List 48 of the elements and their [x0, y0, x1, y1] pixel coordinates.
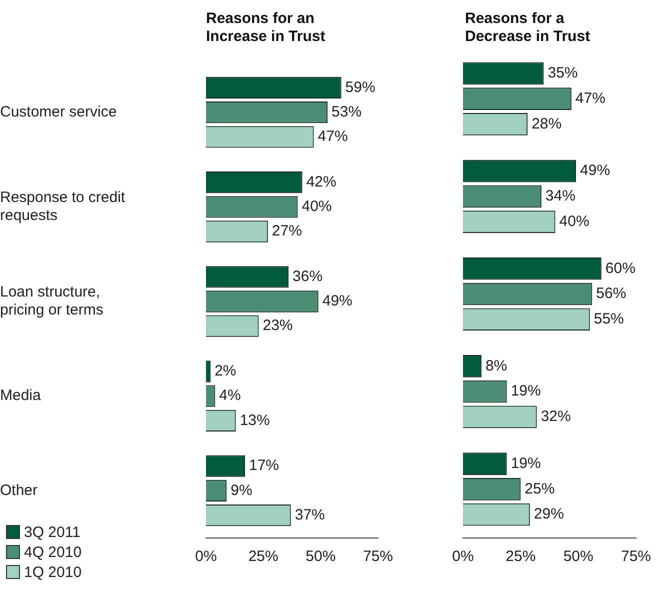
chart-title: Reasons for an Increase in Trust: [206, 10, 326, 46]
legend-label: 1Q 2010: [24, 564, 82, 580]
chart-title: Reasons for a Decrease in Trust: [465, 10, 592, 46]
data-label: 27%: [272, 222, 302, 240]
data-label: 2%: [214, 362, 236, 380]
x-tick-label: 75%: [362, 548, 394, 566]
y-tick-label: Response to credit requests: [0, 189, 126, 224]
x-tick-label: 0%: [195, 548, 217, 566]
x-tick-label: 25%: [248, 548, 278, 566]
data-label: 49%: [580, 162, 610, 180]
data-label: 29%: [534, 506, 564, 523]
data-label: 34%: [545, 188, 576, 205]
data-label: 53%: [332, 103, 362, 120]
data-label: 56%: [596, 285, 626, 302]
y-tick-label: Other: [0, 482, 38, 499]
data-label: 37%: [294, 506, 325, 524]
data-label: 17%: [248, 457, 280, 474]
data-label: 8%: [485, 357, 508, 374]
data-label: 4%: [219, 387, 241, 404]
x-tick-label: 75%: [620, 548, 652, 566]
data-label: 23%: [262, 317, 293, 334]
data-label: 40%: [302, 198, 332, 216]
x-tick-label: 25%: [506, 548, 536, 566]
data-label: 19%: [510, 382, 541, 400]
data-label: 35%: [548, 64, 578, 82]
data-label: 36%: [292, 268, 323, 286]
data-label: 47%: [575, 90, 606, 107]
y-tick-label: Loan structure, pricing or terms: [0, 284, 104, 319]
data-label: 25%: [524, 480, 555, 498]
data-label: 40%: [559, 212, 590, 230]
data-label: 47%: [318, 128, 348, 146]
legend-label: 4Q 2010: [24, 544, 82, 560]
x-tick-label: 0%: [452, 548, 474, 566]
data-label: 28%: [532, 115, 562, 132]
data-label: 13%: [240, 412, 270, 429]
data-label: 55%: [594, 310, 624, 328]
legend-label: 3Q 2011: [24, 524, 80, 540]
data-label: 32%: [540, 408, 571, 426]
data-label: 59%: [345, 78, 376, 96]
data-label: 9%: [230, 482, 252, 499]
x-tick-label: 50%: [306, 548, 336, 566]
y-tick-label: Media: [0, 387, 42, 404]
data-label: 42%: [306, 173, 336, 190]
data-label: 60%: [605, 260, 636, 277]
data-label: 19%: [510, 454, 541, 472]
y-tick-label: Customer service: [0, 103, 117, 120]
x-tick-label: 50%: [563, 548, 594, 566]
data-label: 49%: [322, 292, 352, 310]
